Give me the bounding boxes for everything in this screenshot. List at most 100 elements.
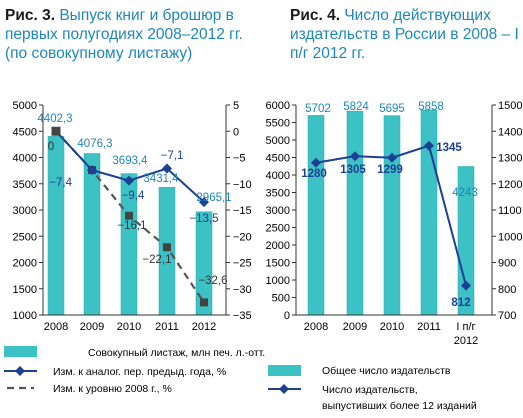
chart1-x-label: 2011: [155, 321, 179, 333]
chart1-bar-value-label: 3431,4: [143, 173, 179, 185]
chart2-title: Рис. 4. Число действующих издательств в …: [290, 6, 520, 63]
chart2-bar-value-label: 5702: [305, 103, 331, 115]
chart2-left-tick-label: 1000: [266, 275, 290, 287]
chart2-legend-navy-label: Число издательств, выпустивших более 12 и…: [322, 384, 477, 412]
chart1-left-tick-label: 2000: [13, 258, 37, 270]
chart1-right-tick-label: 5: [233, 100, 239, 112]
chart2-right-tick-label: 1500: [498, 100, 522, 112]
chart1-start-marker: [51, 126, 61, 136]
chart2-bar-value-label: 4243: [452, 187, 478, 199]
chart2-navy-value-label: 1345: [436, 142, 462, 154]
chart1-dashed-marker: [125, 211, 133, 220]
chart2-title-text: Число действующих издательств в России в…: [290, 7, 519, 62]
chart1-dashed-marker: [200, 298, 208, 307]
chart2-navy-value-label: 1299: [377, 164, 403, 176]
chart2-navy-marker: [350, 151, 360, 162]
chart1-left-tick-label: 3500: [13, 179, 37, 191]
chart2-legend-navy-label-line2: выпустивших более 12 изданий: [322, 400, 477, 412]
chart2-right-tick-label: 1200: [498, 179, 522, 191]
chart1-bar: [47, 136, 65, 316]
chart2-x-label: 2011: [417, 321, 441, 333]
chart1-navy-value-label: −13,5: [189, 213, 218, 225]
chart1-navy-marker: [199, 197, 209, 208]
chart1-x-label: 2009: [80, 321, 104, 333]
chart1-bar-value-label: 4402,3: [37, 113, 72, 125]
chart2-right-tick-label: 1400: [498, 126, 522, 138]
chart2-x-label: I п/г: [456, 321, 475, 333]
chart2-bar-value-label: 5695: [379, 103, 405, 115]
chart1-navy-value-label: −9,4: [122, 190, 145, 202]
chart2-left-tick-label: 5000: [266, 135, 290, 147]
chart1-left-tick-label: 1500: [13, 284, 37, 296]
chart1-x-label: 2012: [192, 321, 216, 333]
chart2-legend-navy-marker: [279, 384, 289, 394]
chart2-left-tick-label: 500: [272, 293, 290, 305]
chart2-bar: [307, 115, 325, 316]
chart2-left-tick-label: 1500: [266, 258, 290, 270]
chart2-navy-marker: [461, 280, 471, 291]
chart1-right-tick-label: −30: [233, 284, 252, 296]
chart1-dashed-value-label: −22,1: [142, 254, 171, 266]
chart2-x-label: 2008: [304, 321, 328, 333]
chart1-dashed-marker: [163, 243, 171, 252]
chart1-legend-dashed-label: Изм. к уровню 2008 г., %: [53, 383, 172, 395]
chart2-bar: [346, 110, 364, 316]
chart1-title-prefix: Рис. 3.: [5, 7, 56, 24]
chart2-left-tick-label: 2500: [266, 223, 290, 235]
chart1-x-label: 2008: [44, 321, 68, 333]
chart2-left-tick-label: 6000: [266, 100, 290, 112]
chart2-left-tick-label: 4500: [266, 153, 290, 165]
chart1-right-tick-label: −35: [233, 310, 252, 322]
chart2-legend-bar-swatch: [268, 365, 301, 376]
chart2-right-tick-label: 900: [498, 258, 516, 270]
chart2-right-tick-label: 1300: [498, 153, 522, 165]
chart1-left-tick-label: 3000: [13, 205, 37, 217]
chart1-right-tick-label: −25: [233, 258, 252, 270]
chart2-left-tick-label: 3500: [266, 188, 290, 200]
chart2-left-tick-label: 5500: [266, 118, 290, 130]
chart2-left-tick-label: 2000: [266, 240, 290, 252]
chart2-navy-marker: [311, 157, 321, 168]
chart2-right-tick-label: 700: [498, 310, 516, 322]
chart2-legend-bar-label: Общее число издательств: [322, 365, 451, 377]
chart2-title-prefix: Рис. 4.: [290, 7, 341, 24]
chart1-left-tick-label: 2500: [13, 231, 37, 243]
chart2-navy-marker: [387, 152, 397, 163]
chart1-title-text: Выпуск книг и брошюр в первых полугодиях…: [5, 7, 243, 62]
chart1-navy-value-label: −7,1: [161, 150, 184, 162]
chart1-legend-bar-label: Совокупный листаж, млн печ. л.-отт.: [88, 347, 265, 359]
chart1-right-tick-label: −5: [233, 153, 246, 165]
chart1-bar-value-label: 2965,1: [196, 192, 231, 204]
chart1-left-tick-label: 5000: [13, 100, 37, 112]
chart1-right-tick-label: −10: [233, 179, 252, 191]
chart2-bar-value-label: 5824: [343, 101, 369, 113]
chart1-bar-value-label: 3693,4: [112, 155, 148, 167]
chart2-navy-value-label: 1305: [340, 164, 366, 176]
chart2-left-tick-label: 3000: [266, 205, 290, 217]
chart1-right-tick-label: 0: [233, 126, 239, 138]
chart1-navy-marker: [162, 163, 172, 174]
chart2-right-tick-label: 800: [498, 284, 516, 296]
chart1-legend-navy-marker: [15, 366, 25, 376]
chart1-navy-marker: [87, 165, 97, 176]
chart1-navy-value-label: −7,4: [49, 177, 72, 189]
chart2-bar: [383, 115, 401, 316]
chart1-navy-marker: [124, 175, 134, 186]
chart1-left-tick-label: 4000: [13, 153, 37, 165]
chart2-left-tick-label: 0: [284, 310, 290, 322]
chart1-x-label: 2010: [117, 321, 141, 333]
chart2-left-tick-label: 4000: [266, 170, 290, 182]
chart1-dashed-value-label: −16,1: [117, 220, 146, 232]
chart1-left-tick-label: 4500: [13, 126, 37, 138]
chart1-right-tick-label: −20: [233, 231, 252, 243]
chart2-x-label-line2: 2012: [454, 335, 478, 347]
chart1-dashed-value-label: −32,6: [198, 275, 227, 287]
chart2-navy-value-label: 812: [451, 297, 470, 309]
chart2-legend-navy-label-line1: Число издательств,: [322, 384, 418, 396]
chart1-left-tick-label: 1000: [13, 310, 37, 322]
chart1-right-tick-label: −15: [233, 205, 252, 217]
chart2-right-tick-label: 1000: [498, 231, 522, 243]
chart2-x-label: 2009: [343, 321, 367, 333]
chart1-legend-navy-label: Изм. к аналог. пер. предыд. года, %: [53, 366, 226, 378]
